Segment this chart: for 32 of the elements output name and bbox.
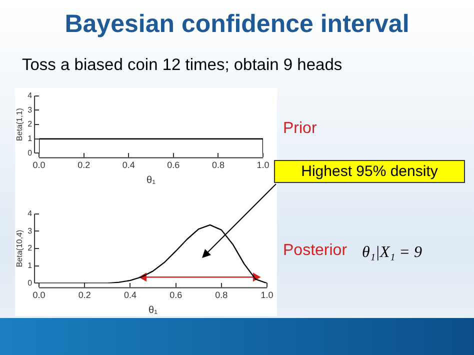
y-axis-title: Beta(1,1) — [15, 108, 24, 141]
x-tick-label: 1.0 — [256, 160, 270, 170]
x-tick-label: 0.2 — [78, 160, 90, 170]
x-axis-title: θ₁ — [146, 174, 156, 186]
x-axis-title: θ₁ — [148, 304, 158, 316]
x-tick-label: 0.8 — [212, 160, 224, 170]
x-tick-label: 0.2 — [78, 290, 91, 300]
x-tick-label: 0.4 — [124, 290, 136, 300]
x-tick-label: 0.6 — [167, 160, 180, 170]
x-tick-label: 0.0 — [32, 160, 46, 170]
y-tick-label: 4 — [28, 91, 33, 100]
y-tick-label: 1 — [28, 134, 33, 144]
x-tick-label: 0.4 — [122, 160, 135, 170]
x-tick-label: 1.0 — [260, 290, 274, 300]
x-tick-label: 0.0 — [32, 290, 46, 300]
y-tick-label: 2 — [28, 120, 33, 129]
y-tick-label: 3 — [28, 226, 33, 236]
x-tick-label: 0.8 — [215, 290, 228, 300]
text: Highest 95% density — [274, 160, 465, 183]
y-tick-label: 0 — [28, 148, 33, 158]
y-tick-label: 4 — [28, 209, 33, 218]
chart-title: Bayesian confidence interval — [64, 10, 410, 39]
y-axis-title: Beta(10,4) — [15, 229, 24, 268]
text: Prior — [283, 120, 317, 138]
y-tick-label: 0 — [28, 278, 33, 288]
chart-subtitle: Toss a biased coin 12 times; obtain 9 heads — [22, 56, 342, 75]
text: Posterior — [283, 242, 348, 260]
x-tick-label: 0.6 — [170, 290, 182, 300]
y-tick-label: 1 — [28, 261, 33, 270]
y-tick-label: 2 — [28, 244, 33, 253]
text: θ₁|X₁ = 9 — [362, 244, 422, 262]
y-tick-label: 3 — [28, 105, 33, 114]
